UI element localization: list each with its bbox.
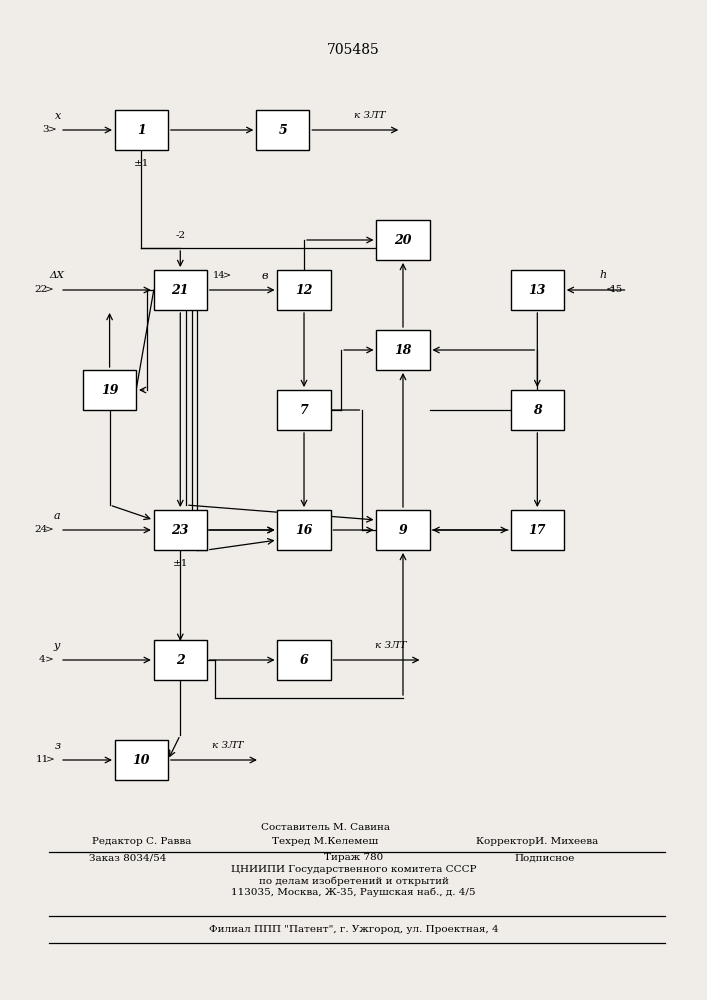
Text: >: > xyxy=(45,526,54,534)
Text: 18: 18 xyxy=(395,344,411,357)
Text: 21: 21 xyxy=(172,284,189,296)
Bar xyxy=(277,390,330,430)
Text: 113035, Москва, Ж-35, Раушская наб., д. 4/5: 113035, Москва, Ж-35, Раушская наб., д. … xyxy=(231,887,476,897)
Text: 22: 22 xyxy=(35,286,47,294)
Bar xyxy=(277,510,330,550)
Text: 23: 23 xyxy=(172,524,189,536)
Text: ЦНИИПИ Государственного комитета СССР: ЦНИИПИ Государственного комитета СССР xyxy=(230,865,477,874)
Bar xyxy=(83,370,136,410)
Text: 3: 3 xyxy=(42,125,49,134)
Bar xyxy=(115,110,168,150)
Text: ±1: ±1 xyxy=(134,158,149,167)
Text: >: > xyxy=(223,271,230,280)
Text: 7: 7 xyxy=(300,403,308,416)
Text: ±1: ±1 xyxy=(173,558,188,568)
Text: 13: 13 xyxy=(529,284,546,296)
Text: 5: 5 xyxy=(279,123,287,136)
Text: 8: 8 xyxy=(533,403,542,416)
Bar xyxy=(376,220,429,260)
Text: к ЗЛТ: к ЗЛТ xyxy=(375,640,407,650)
Text: Подписное: Подписное xyxy=(514,854,575,862)
Text: 4: 4 xyxy=(39,656,46,664)
Text: 1: 1 xyxy=(137,123,146,136)
Text: 11: 11 xyxy=(36,756,49,764)
Text: Редактор С. Равва: Редактор С. Равва xyxy=(92,838,191,846)
Bar xyxy=(376,510,429,550)
Text: 24: 24 xyxy=(35,526,47,534)
Text: Составитель М. Савина: Составитель М. Савина xyxy=(261,824,390,832)
Bar xyxy=(153,640,206,680)
Bar xyxy=(277,640,330,680)
Text: >: > xyxy=(45,286,54,294)
Text: Техред М.Келемеш: Техред М.Келемеш xyxy=(272,838,378,846)
Text: в: в xyxy=(262,271,268,281)
Text: Тираж 780: Тираж 780 xyxy=(324,854,383,862)
Text: y: y xyxy=(54,641,59,651)
Text: по делам изобретений и открытий: по делам изобретений и открытий xyxy=(259,876,448,886)
Text: 16: 16 xyxy=(296,524,312,536)
Bar xyxy=(115,740,168,780)
Bar xyxy=(256,110,309,150)
Text: h: h xyxy=(599,270,607,280)
Text: КорректорИ. Михеева: КорректорИ. Михеева xyxy=(477,838,598,846)
Text: 12: 12 xyxy=(296,284,312,296)
Bar xyxy=(510,510,563,550)
Text: Заказ 8034/54: Заказ 8034/54 xyxy=(88,854,166,862)
Bar xyxy=(510,390,563,430)
Text: 20: 20 xyxy=(395,233,411,246)
Bar xyxy=(510,270,563,310)
Bar xyxy=(376,330,429,370)
Text: 14: 14 xyxy=(213,271,225,280)
Text: 9: 9 xyxy=(399,524,407,536)
Text: з: з xyxy=(55,741,61,751)
Bar xyxy=(277,270,330,310)
Text: 2: 2 xyxy=(176,654,185,666)
Text: 10: 10 xyxy=(133,754,150,766)
Text: >: > xyxy=(48,125,57,134)
Text: Филиал ППП "Патент", г. Ужгород, ул. Проектная, 4: Филиал ППП "Патент", г. Ужгород, ул. Про… xyxy=(209,924,498,934)
Text: -2: -2 xyxy=(175,231,185,239)
Text: к ЗЛТ: к ЗЛТ xyxy=(354,110,385,119)
Text: 15: 15 xyxy=(610,286,624,294)
Text: x: x xyxy=(55,111,61,121)
Text: к ЗЛТ: к ЗЛТ xyxy=(212,740,244,750)
Text: a: a xyxy=(53,511,60,521)
Text: 19: 19 xyxy=(101,383,118,396)
Text: ΔX: ΔX xyxy=(49,271,64,280)
Text: >: > xyxy=(45,656,54,664)
Text: <: < xyxy=(605,286,614,294)
Bar xyxy=(153,510,206,550)
Text: 705485: 705485 xyxy=(327,43,380,57)
Text: 17: 17 xyxy=(529,524,546,536)
Bar xyxy=(153,270,206,310)
Text: 6: 6 xyxy=(300,654,308,666)
Text: >: > xyxy=(46,756,54,764)
